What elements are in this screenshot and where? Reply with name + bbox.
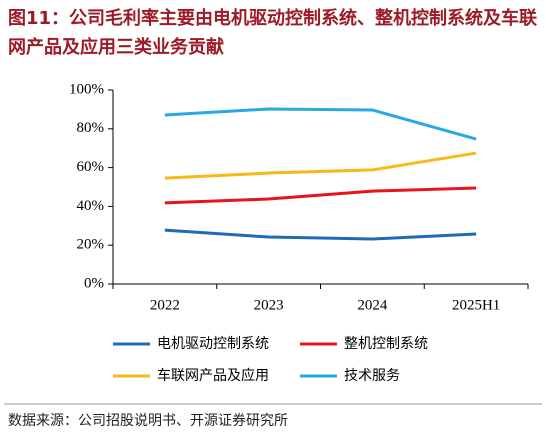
series-line [164, 186, 477, 205]
series-line [164, 107, 477, 141]
x-tick-label: 2022 [150, 297, 180, 313]
legend-label: 车联网产品及应用 [157, 367, 269, 384]
x-tick-label: 2024 [357, 297, 388, 313]
source-note: 数据来源：公司招股说明书、开源证券研究所 [8, 413, 288, 429]
y-tick-label: 80% [77, 120, 105, 136]
series-line [164, 151, 477, 180]
chart-title: 图11：公司毛利率主要由电机驱动控制系统、整机控制系统及车联网产品及应用三类业务… [8, 8, 538, 58]
y-tick-label: 40% [77, 198, 105, 214]
series-line [164, 228, 477, 241]
x-tick-label: 2025H1 [452, 297, 500, 313]
y-tick-label: 100% [69, 81, 104, 97]
x-tick-label: 2023 [254, 297, 284, 313]
legend-label: 技术服务 [344, 368, 400, 384]
legend-label: 整机控制系统 [344, 336, 428, 352]
y-tick-label: 20% [77, 237, 105, 253]
y-tick-label: 0% [84, 275, 104, 291]
legend-label: 电机驱动控制系统 [157, 336, 269, 352]
y-tick-label: 60% [77, 159, 105, 175]
